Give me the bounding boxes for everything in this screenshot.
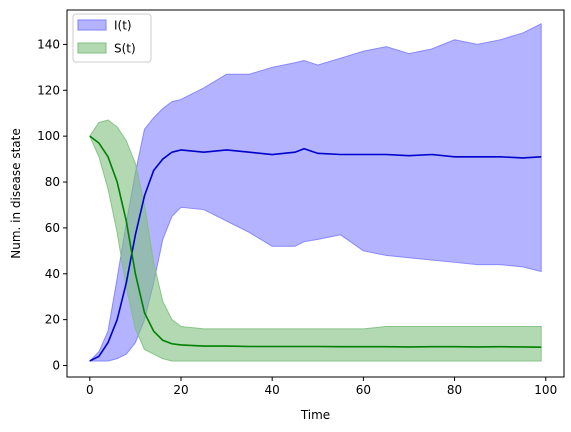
- x-tick-label: 0: [86, 383, 94, 397]
- y-axis: 0 20 40 60 80 100 120 140: [37, 37, 67, 373]
- legend: I(t) S(t): [72, 13, 152, 63]
- legend-swatch-i: [77, 19, 107, 31]
- y-tick-label: 20: [45, 313, 60, 327]
- y-tick-label: 60: [45, 221, 60, 235]
- line-layer: [89, 135, 542, 362]
- legend-label-s: S(t): [114, 42, 136, 56]
- x-tick-label: 40: [265, 383, 280, 397]
- band-i: [88, 22, 542, 362]
- y-tick-label: 140: [37, 37, 60, 51]
- y-tick-label: 40: [45, 267, 60, 281]
- x-axis: 0 20 40 60 80 100: [86, 377, 557, 397]
- y-axis-label: Num. in disease state: [9, 128, 23, 258]
- line-s: [89, 135, 542, 348]
- x-tick-label: 80: [447, 383, 462, 397]
- plot-frame: [66, 9, 565, 378]
- legend-swatch-s: [77, 42, 107, 54]
- y-tick-label: 120: [37, 83, 60, 97]
- band-layer: [88, 22, 542, 362]
- line-i: [89, 147, 542, 362]
- x-tick-label: 20: [173, 383, 188, 397]
- y-tick-label: 80: [45, 175, 60, 189]
- y-tick-label: 100: [37, 129, 60, 143]
- legend-label-i: I(t): [114, 19, 132, 33]
- y-tick-label: 0: [52, 359, 60, 373]
- x-tick-label: 60: [356, 383, 371, 397]
- band-s: [89, 119, 542, 362]
- x-axis-label: Time: [300, 408, 330, 422]
- x-tick-label: 100: [534, 383, 557, 397]
